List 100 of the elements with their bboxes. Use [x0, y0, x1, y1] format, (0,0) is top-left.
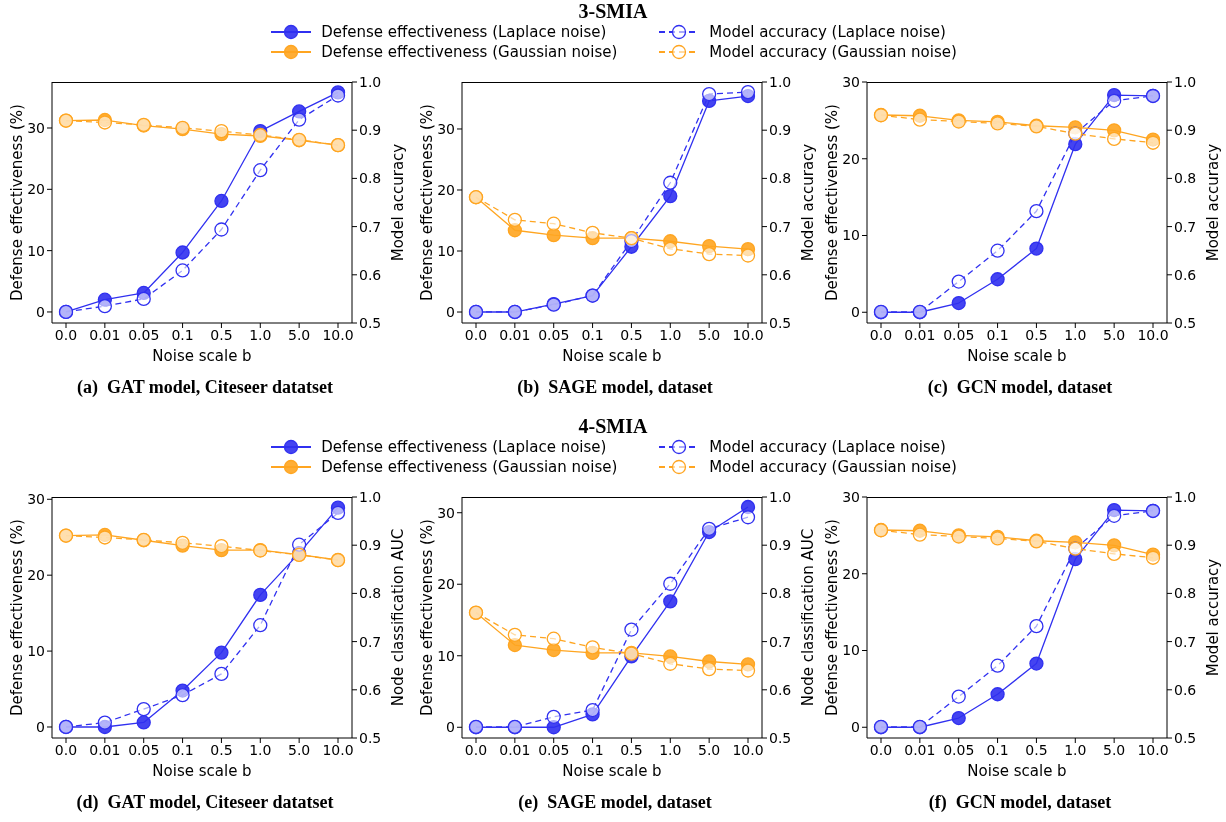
x-tick-label: 0.1 — [171, 741, 194, 758]
x-tick-label: 10.0 — [1137, 326, 1169, 343]
x-tick-label: 0.0 — [464, 741, 488, 758]
y2-tick-label: 1.0 — [769, 73, 792, 90]
x-tick-label: 1.0 — [659, 326, 682, 343]
x-tick-label: 0.1 — [581, 741, 604, 758]
y2-tick-label: 0.9 — [769, 122, 792, 139]
chart-title: 4-SMIA — [577, 415, 649, 437]
y2-tick-label: 0.7 — [769, 218, 792, 235]
x-tick-label: 0.01 — [499, 741, 531, 758]
y-tick-label: 0 — [36, 303, 45, 320]
x-tick-label: 10.0 — [732, 326, 764, 343]
legend-label: Model accuracy (Gaussian noise) — [709, 458, 957, 476]
y2-tick-label: 0.8 — [359, 585, 382, 602]
x-tick-label: 0.01 — [904, 741, 936, 758]
y2-tick-label: 0.9 — [1174, 537, 1197, 554]
y2-tick-label: 0.6 — [359, 681, 382, 698]
x-tick-label: 0.05 — [128, 741, 160, 758]
x-tick-label: 0.05 — [943, 326, 975, 343]
y2-tick-label: 1.0 — [359, 488, 382, 505]
y2-tick-label: 0.8 — [769, 170, 792, 187]
y-tick-label: 10 — [437, 242, 455, 259]
x-tick-label: 5.0 — [288, 326, 311, 343]
x-tick-label: 0.0 — [869, 741, 893, 758]
y-axis-title: Defense effectiveness (%) — [8, 519, 26, 716]
text: (e) SAGE model, dataset — [517, 792, 713, 813]
y-axis-title: Defense effectiveness (%) — [418, 104, 436, 301]
x-tick-label: 5.0 — [698, 741, 721, 758]
y2-axis-title: Model accuracy — [1204, 143, 1222, 262]
y2-tick-label: 0.6 — [1174, 681, 1197, 698]
text: (c) GCN model, dataset — [926, 377, 1114, 398]
y2-tick-label: 0.6 — [359, 266, 382, 283]
y2-tick-label: 1.0 — [1174, 73, 1197, 90]
x-tick-label: 0.01 — [499, 326, 531, 343]
x-tick-label: 0.0 — [54, 326, 78, 343]
x-tick-label: 0.05 — [128, 326, 160, 343]
x-tick-label: 0.01 — [89, 326, 121, 343]
y-axis-title: Defense effectiveness (%) — [823, 104, 841, 301]
y2-tick-label: 0.8 — [769, 585, 792, 602]
x-axis-title: Noise scale b — [562, 347, 662, 365]
x-tick-label: 1.0 — [1064, 326, 1087, 343]
y-tick-label: 20 — [842, 150, 860, 167]
x-tick-label: 0.0 — [464, 326, 488, 343]
y2-axis-title: Node classification AUC — [799, 528, 817, 707]
y-tick-label: 30 — [27, 119, 45, 136]
x-tick-label: 0.01 — [904, 326, 936, 343]
y2-tick-label: 0.7 — [359, 218, 382, 235]
y2-tick-label: 0.9 — [769, 537, 792, 554]
y-tick-label: 30 — [27, 491, 45, 508]
x-tick-label: 1.0 — [249, 326, 272, 343]
y2-tick-label: 0.7 — [769, 633, 792, 650]
x-tick-label: 0.5 — [210, 326, 233, 343]
y2-tick-label: 1.0 — [1174, 488, 1197, 505]
x-tick-label: 5.0 — [288, 741, 311, 758]
x-tick-label: 0.5 — [620, 326, 643, 343]
y2-tick-label: 0.9 — [359, 122, 382, 139]
x-tick-label: 10.0 — [1137, 741, 1169, 758]
y2-tick-label: 0.5 — [1174, 729, 1197, 746]
x-tick-label: 0.0 — [869, 326, 893, 343]
x-tick-label: 0.0 — [54, 741, 78, 758]
y-tick-label: 30 — [437, 504, 455, 521]
x-tick-label: 1.0 — [249, 741, 272, 758]
y2-tick-label: 0.6 — [1174, 266, 1197, 283]
x-axis-title: Noise scale b — [152, 762, 252, 780]
x-tick-label: 0.05 — [943, 741, 975, 758]
y2-tick-label: 0.9 — [359, 537, 382, 554]
text: (d) GAT model, Citeseer datatset — [75, 792, 335, 813]
y2-tick-label: 0.7 — [1174, 633, 1197, 650]
y2-tick-label: 0.5 — [769, 729, 792, 746]
x-axis-title: Noise scale b — [967, 347, 1067, 365]
legend-label: Defense effectiveness (Gaussian noise) — [321, 43, 618, 61]
legend-label: Defense effectiveness (Laplace noise) — [321, 23, 607, 41]
y-axis-title: Defense effectiveness (%) — [823, 519, 841, 716]
y2-tick-label: 0.8 — [359, 170, 382, 187]
y-tick-label: 20 — [842, 565, 860, 582]
y-tick-label: 10 — [842, 642, 860, 659]
y-tick-label: 10 — [437, 647, 455, 664]
y2-tick-label: 0.6 — [769, 681, 792, 698]
y2-tick-label: 0.5 — [769, 314, 792, 331]
x-tick-label: 0.5 — [1025, 741, 1048, 758]
y2-tick-label: 0.9 — [1174, 122, 1197, 139]
y2-tick-label: 0.8 — [1174, 585, 1197, 602]
y2-tick-label: 0.8 — [1174, 170, 1197, 187]
y-tick-label: 0 — [36, 718, 45, 735]
x-tick-label: 0.1 — [986, 326, 1009, 343]
x-tick-label: 5.0 — [698, 326, 721, 343]
y2-axis-title: Model accuracy — [1204, 558, 1222, 677]
y-tick-label: 0 — [446, 303, 455, 320]
x-tick-label: 10.0 — [732, 741, 764, 758]
y-tick-label: 0 — [851, 719, 860, 736]
y-axis-title: Defense effectiveness (%) — [8, 104, 26, 301]
legend-label: Model accuracy (Laplace noise) — [709, 23, 946, 41]
x-tick-label: 0.05 — [538, 326, 570, 343]
x-tick-label: 0.01 — [89, 741, 121, 758]
x-tick-label: 5.0 — [1103, 741, 1126, 758]
legend-label: Model accuracy (Laplace noise) — [709, 438, 946, 456]
x-tick-label: 10.0 — [322, 326, 354, 343]
x-tick-label: 5.0 — [1103, 326, 1126, 343]
y2-tick-label: 0.7 — [1174, 218, 1197, 235]
y-tick-label: 30 — [437, 120, 455, 137]
